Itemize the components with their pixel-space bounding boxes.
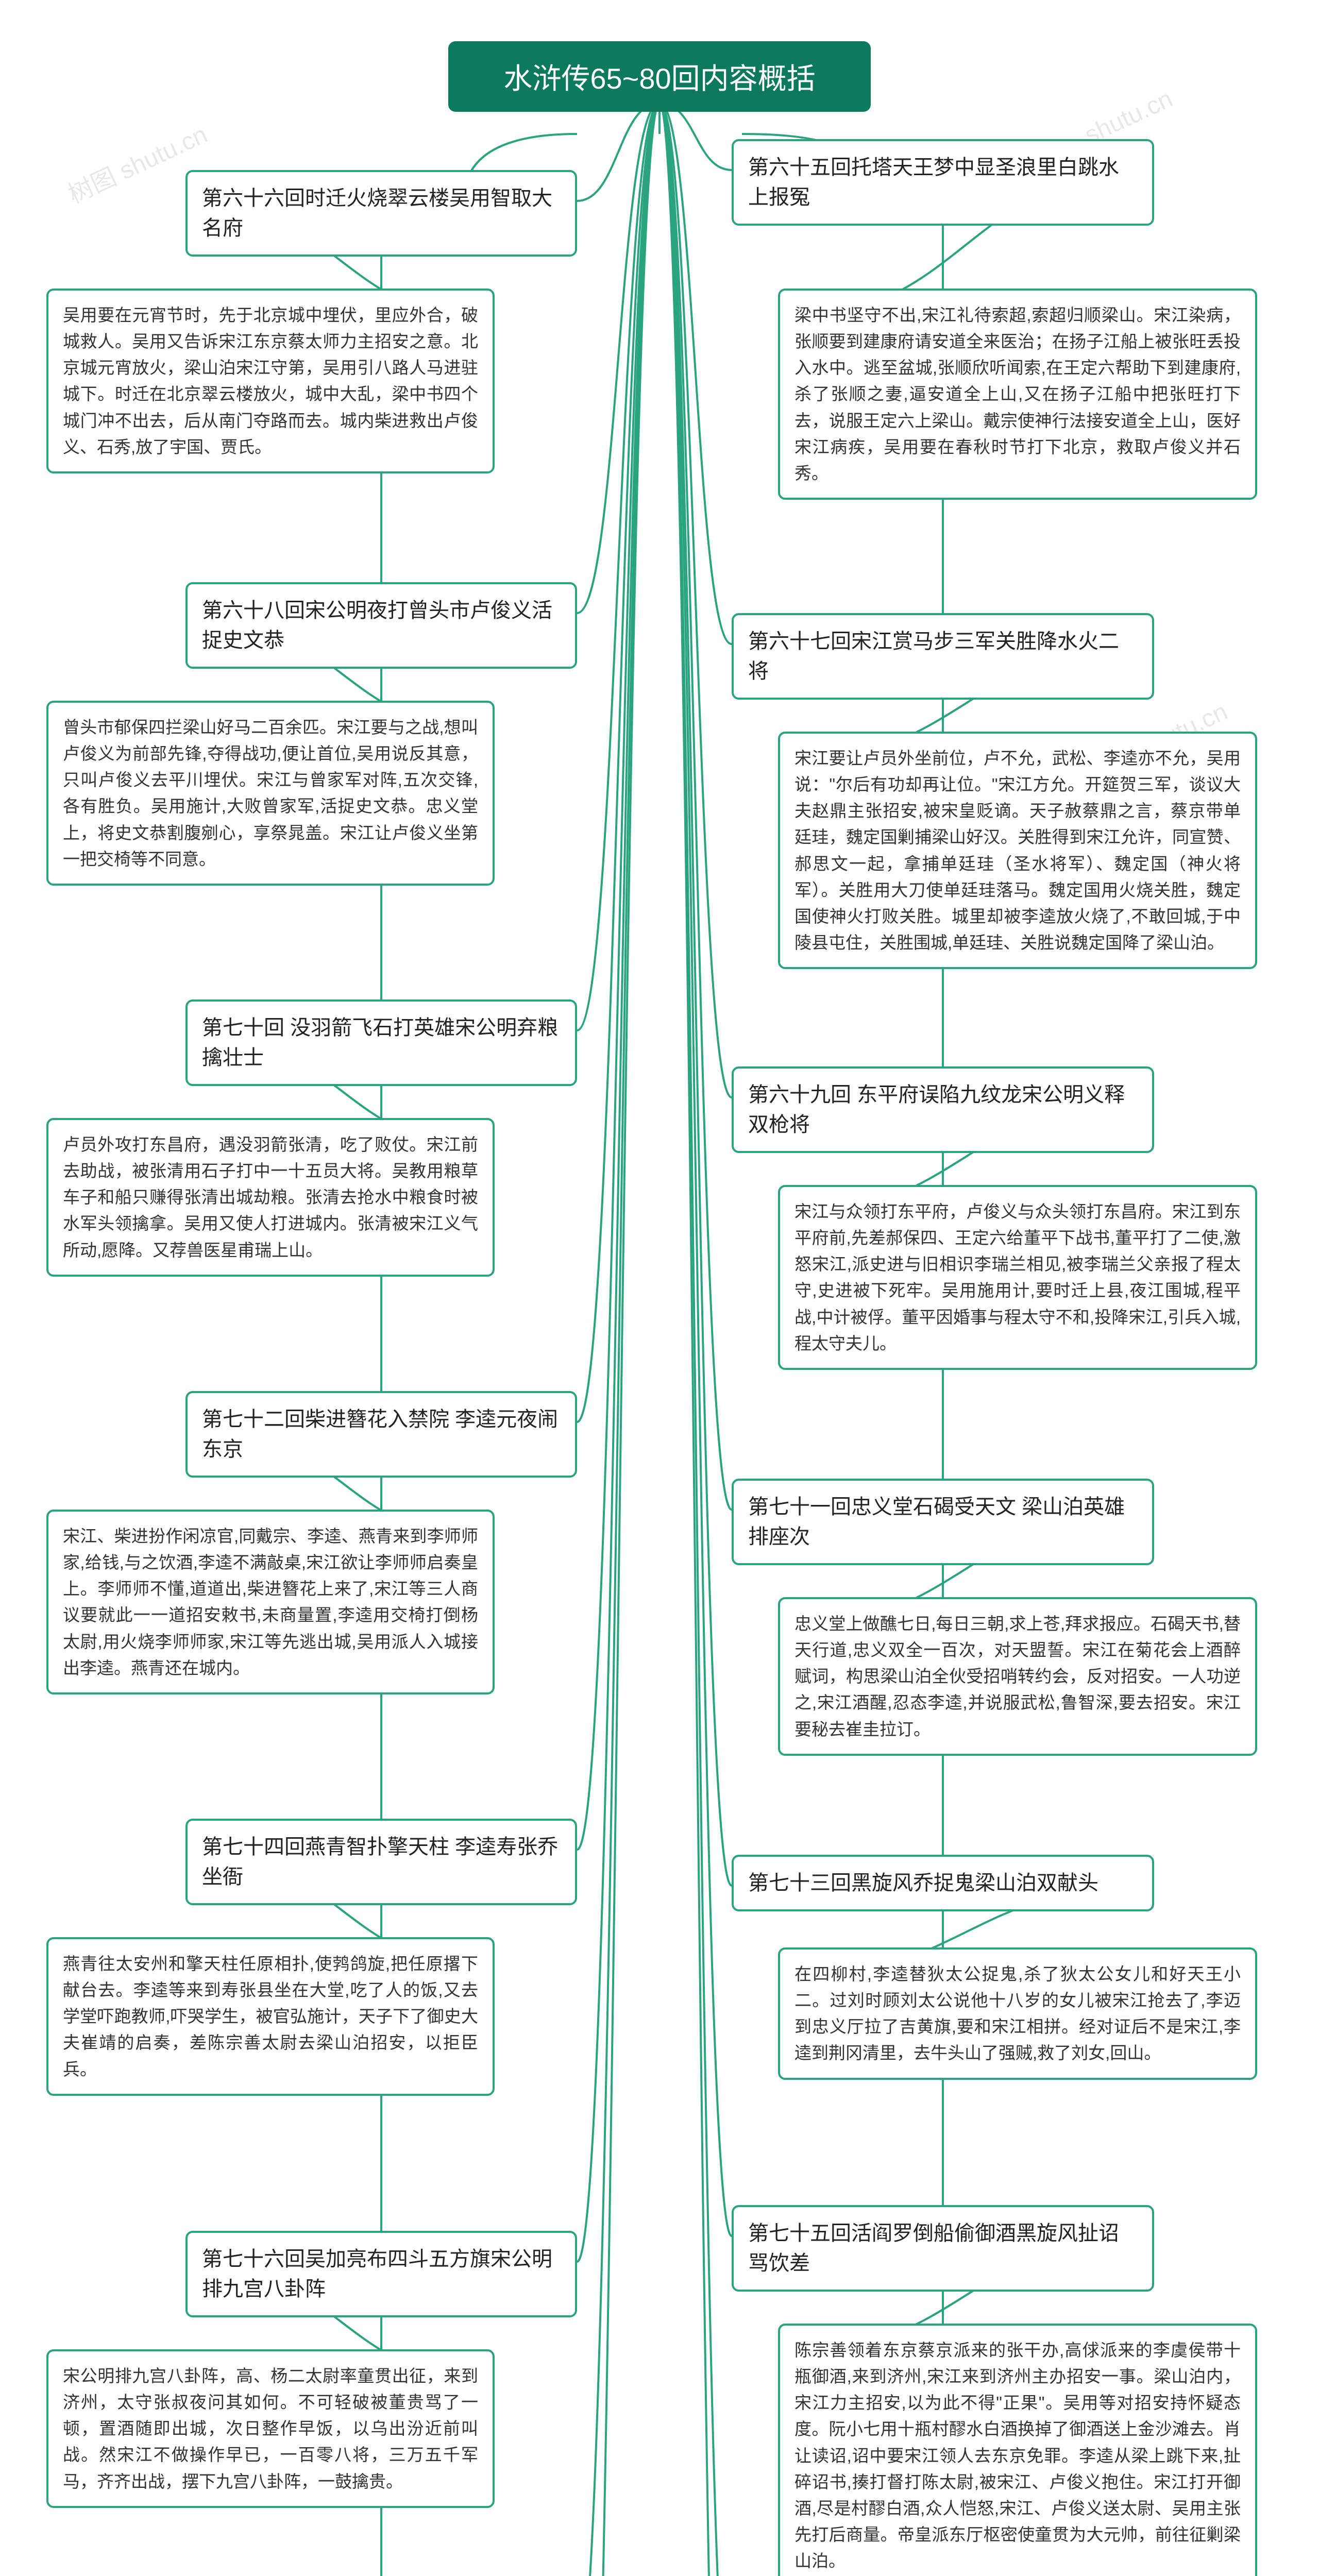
ch75-body: 陈宗善领着东京蔡京派来的张干办,高俅派来的李虞侯带十瓶御酒,来到济州,宋江来到济… <box>778 2324 1257 2576</box>
ch71-body: 忠义堂上做醮七日,每日三朝,求上苍,拜求报应。石碣天书,替天行道,忠义双全一百次… <box>778 1597 1257 1756</box>
ch76-body: 宋公明排九宫八卦阵，高、杨二太尉率童贯出征，来到济州，太守张叔夜问其如何。不可轻… <box>46 2349 495 2508</box>
ch67-body: 宋江要让卢员外坐前位，卢不允，武松、李逵亦不允，吴用说："尔后有功却再让位。"宋… <box>778 732 1257 969</box>
ch71-title: 第七十一回忠义堂石碣受天文 梁山泊英雄排座次 <box>732 1479 1154 1565</box>
ch68-title: 第六十八回宋公明夜打曾头市卢俊义活捉史文恭 <box>185 582 577 669</box>
ch72-title: 第七十二回柴进簪花入禁院 李逵元夜闹东京 <box>185 1391 577 1478</box>
ch66-body: 吴用要在元宵节时，先于北京城中埋伏，里应外合，破城救人。吴用又告诉宋江东京蔡太师… <box>46 289 495 473</box>
ch70-body: 卢员外攻打东昌府，遇没羽箭张清，吃了败仗。宋江前去助战，被张清用石子打中一十五员… <box>46 1118 495 1277</box>
root-node: 水浒传65~80回内容概括 <box>448 41 871 112</box>
ch73-body: 在四柳村,李逵替狄太公捉鬼,杀了狄太公女儿和好天王小二。过刘时顾刘太公说他十八岁… <box>778 1947 1257 2080</box>
ch74-body: 燕青往太安州和擎天柱任原相扑,使鹁鸽旋,把任原撂下献台去。李逵等来到寿张县坐在大… <box>46 1937 495 2096</box>
ch69-body: 宋江与众领打东平府，卢俊义与众头领打东昌府。宋江到东平府前,先差郝保四、王定六给… <box>778 1185 1257 1370</box>
ch65-title: 第六十五回托塔天王梦中显圣浪里白跳水上报冤 <box>732 139 1154 226</box>
ch66-title: 第六十六回时迁火烧翠云楼吴用智取大名府 <box>185 170 577 257</box>
ch65-body: 梁中书坚守不出,宋江礼待索超,索超归顺梁山。宋江染病，张顺要到建康府请安道全来医… <box>778 289 1257 500</box>
ch76-title: 第七十六回吴加亮布四斗五方旗宋公明排九宫八卦阵 <box>185 2231 577 2317</box>
ch75-title: 第七十五回活阎罗倒船偷御酒黑旋风扯诏骂饮差 <box>732 2205 1154 2292</box>
ch69-title: 第六十九回 东平府误陷九纹龙宋公明义释双枪将 <box>732 1066 1154 1153</box>
ch72-body: 宋江、柴进扮作闲凉官,同戴宗、李逵、燕青来到李师师家,给钱,与之饮酒,李逵不满敲… <box>46 1510 495 1694</box>
ch70-title: 第七十回 没羽箭飞石打英雄宋公明弃粮擒壮士 <box>185 999 577 1086</box>
mindmap-canvas: 树图 shutu.cn shutu.cn 树图 shutu.cn shutu.c… <box>0 0 1319 41</box>
ch73-title: 第七十三回黑旋风乔捉鬼梁山泊双献头 <box>732 1855 1154 1911</box>
ch74-title: 第七十四回燕青智扑擎天柱 李逵寿张乔坐衙 <box>185 1819 577 1905</box>
ch68-body: 曾头市郁保四拦梁山好马二百余匹。宋江要与之战,想叫卢俊义为前部先锋,夺得战功,便… <box>46 701 495 886</box>
ch67-title: 第六十七回宋江赏马步三军关胜降水火二将 <box>732 613 1154 700</box>
